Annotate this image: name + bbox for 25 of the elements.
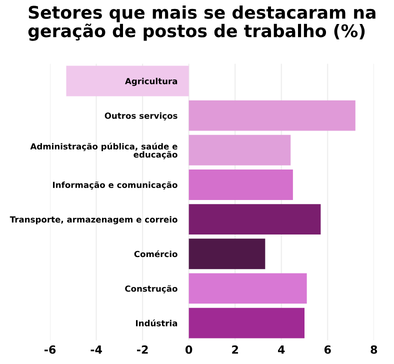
bar	[188, 273, 307, 304]
x-tick-label: 2	[232, 345, 238, 354]
bar	[188, 238, 266, 270]
y-tick-label: Comércio	[134, 250, 178, 258]
y-tick-label: Agricultura	[125, 78, 178, 86]
bar	[188, 100, 356, 131]
x-tick-label: -4	[90, 346, 102, 354]
x-tick-label: -2	[137, 345, 148, 354]
y-tick-label: Transporte, armazenagem e correio	[10, 216, 178, 224]
y-tick-label: Outros serviços	[104, 112, 178, 120]
x-tick-label: 6	[324, 345, 331, 354]
chart-title: Setores que mais se destacaram na geração de postos de trabalho (%)	[28, 5, 376, 41]
bar	[188, 170, 293, 200]
x-tick-label: 4	[278, 346, 285, 354]
bar	[188, 308, 305, 338]
x-tick-label: 0	[186, 345, 192, 354]
bar	[188, 134, 291, 166]
x-tick-label: 8	[370, 345, 378, 354]
x-tick-label: -6	[44, 345, 56, 354]
y-tick-label: Indústria	[136, 320, 178, 326]
bar	[188, 204, 321, 235]
bar	[66, 66, 189, 96]
y-tick-label: Informação e comunicação	[53, 181, 178, 190]
y-tick-label: Administração pública, saúde e educação	[30, 142, 178, 160]
y-tick-label: Construção	[125, 285, 178, 294]
